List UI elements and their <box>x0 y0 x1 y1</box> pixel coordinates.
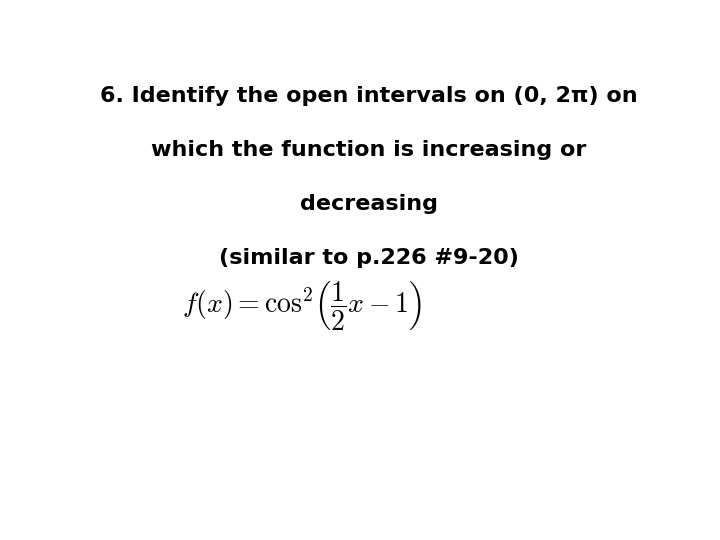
Text: (similar to p.226 #9-20): (similar to p.226 #9-20) <box>219 248 519 268</box>
Text: 6. Identify the open intervals on (0, 2π) on: 6. Identify the open intervals on (0, 2π… <box>100 85 638 106</box>
Text: $f(x) = \cos^{2}\!\left(\dfrac{1}{2}x - 1\right)$: $f(x) = \cos^{2}\!\left(\dfrac{1}{2}x - … <box>182 280 422 333</box>
Text: decreasing: decreasing <box>300 194 438 214</box>
Text: which the function is increasing or: which the function is increasing or <box>151 140 587 160</box>
